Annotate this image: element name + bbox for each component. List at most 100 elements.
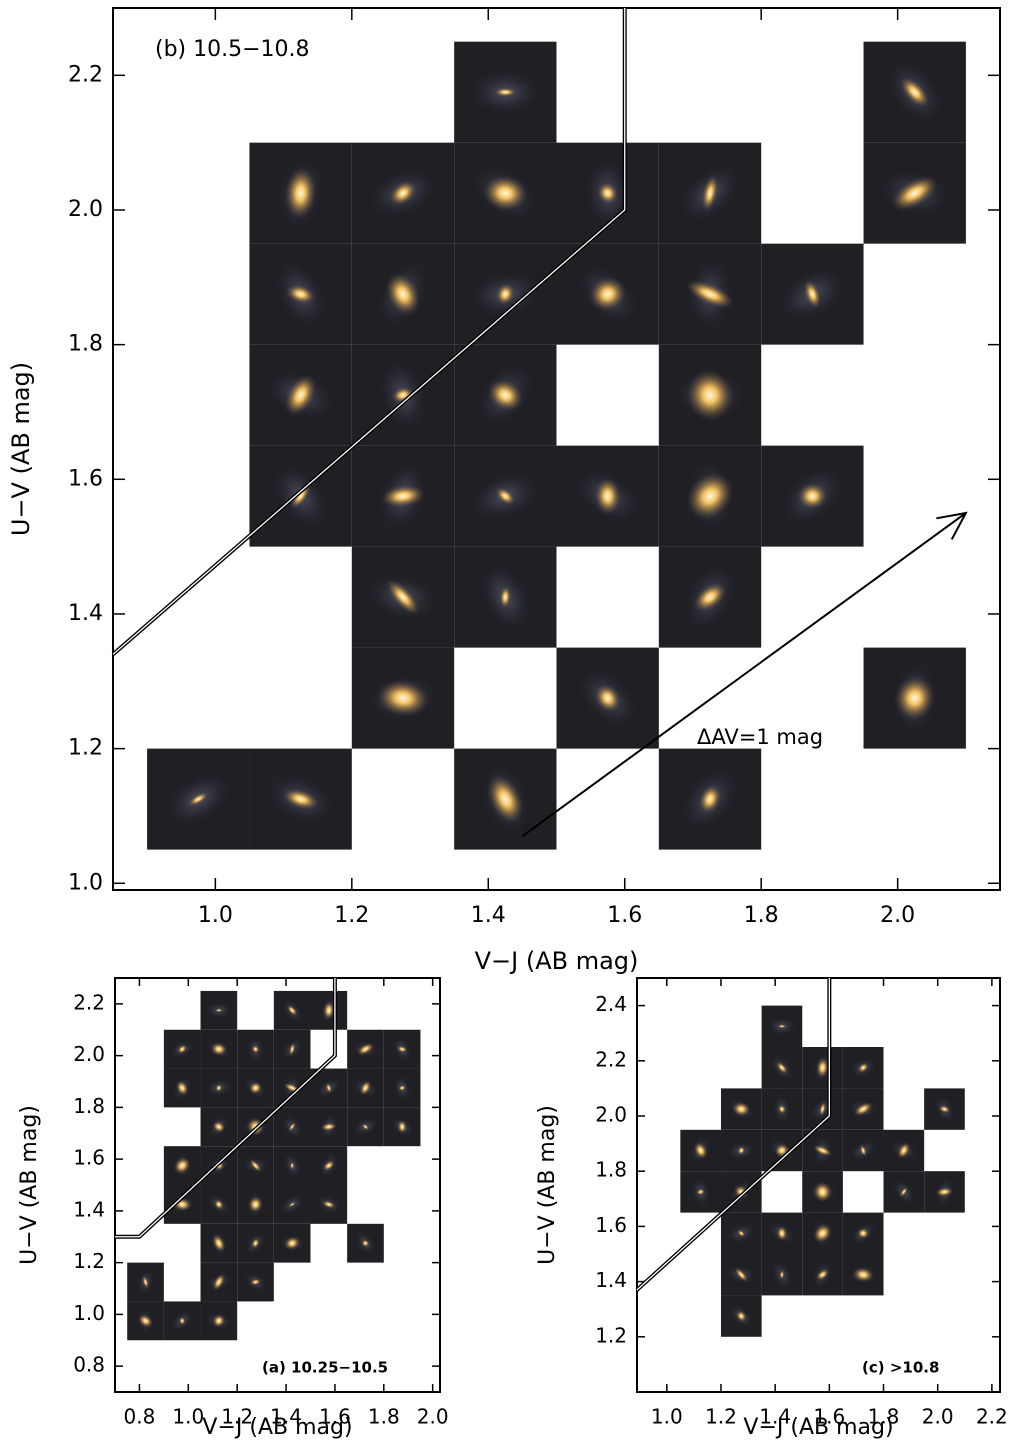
galaxy-tile <box>384 1069 421 1108</box>
y-tick-label: 2.2 <box>68 62 103 87</box>
x-tick-label: 1.4 <box>471 903 506 928</box>
galaxy-tile <box>802 1171 843 1212</box>
galaxy-tile <box>843 1254 884 1295</box>
y-tick-label: 1.4 <box>595 1268 627 1292</box>
galaxy-tile <box>454 345 556 446</box>
x-tick-label: 2.0 <box>880 903 915 928</box>
galaxy-tile <box>201 991 238 1030</box>
galaxy-tile <box>347 1107 384 1146</box>
galaxy-tile <box>164 1069 201 1108</box>
galaxy-tile <box>924 1088 965 1129</box>
galaxy-tile <box>164 1301 201 1340</box>
galaxy-tile <box>127 1263 164 1302</box>
galaxy-tile <box>557 143 659 244</box>
arrow-label: ΔAV=1 mag <box>697 725 823 749</box>
galaxy-tile <box>659 749 761 850</box>
galaxy-tile <box>352 345 454 446</box>
galaxy-tile <box>310 991 347 1030</box>
galaxy-tile <box>347 1030 384 1069</box>
galaxy-tile <box>310 1146 347 1185</box>
y-tick-label: 1.0 <box>68 870 103 895</box>
y-tick-label: 1.8 <box>595 1158 627 1182</box>
galaxy-tile <box>274 1030 311 1069</box>
galaxy-tile <box>454 143 556 244</box>
y-tick-label: 2.0 <box>68 197 103 222</box>
galaxy-tile <box>352 446 454 547</box>
galaxy-tile <box>802 1254 843 1295</box>
galaxy-tile <box>274 1146 311 1185</box>
x-axis-label: V−J (AB mag) <box>743 1415 893 1440</box>
galaxy-tile <box>249 244 351 345</box>
galaxy-tile <box>237 1185 274 1224</box>
x-tick-label: 2.2 <box>976 1405 1008 1429</box>
galaxy-tile <box>310 1107 347 1146</box>
x-tick-label: 1.0 <box>651 1405 683 1429</box>
y-tick-label: 1.6 <box>595 1213 627 1237</box>
x-tick-label: 1.8 <box>744 903 779 928</box>
x-tick-label: 1.0 <box>198 903 233 928</box>
y-tick-label: 1.6 <box>73 1146 105 1170</box>
galaxy-tile <box>762 1213 803 1254</box>
y-axis-label: U−V (AB mag) <box>7 362 35 536</box>
y-tick-label: 1.2 <box>595 1323 627 1347</box>
galaxy-tile <box>659 143 761 244</box>
y-tick-label: 1.0 <box>73 1301 105 1325</box>
galaxy-tile <box>864 42 966 143</box>
panel-annotation: (c) >10.8 <box>862 1359 939 1377</box>
y-tick-label: 1.2 <box>68 736 103 761</box>
galaxy-tile <box>454 42 556 143</box>
y-tick-label: 2.2 <box>73 990 105 1014</box>
galaxy-tile <box>201 1030 238 1069</box>
galaxy-tile <box>274 1069 311 1108</box>
galaxy-tile <box>721 1295 762 1336</box>
galaxy-tile <box>352 547 454 648</box>
y-tick-label: 1.6 <box>68 466 103 491</box>
galaxy-tile <box>721 1213 762 1254</box>
y-tick-label: 1.2 <box>73 1249 105 1273</box>
galaxy-tile <box>147 749 249 850</box>
galaxy-tile <box>237 1224 274 1263</box>
x-tick-label: 1.2 <box>334 903 369 928</box>
galaxy-tile <box>843 1047 884 1088</box>
galaxy-tile <box>164 1185 201 1224</box>
galaxy-tile <box>237 1263 274 1302</box>
galaxy-tile <box>201 1185 238 1224</box>
galaxy-tile <box>249 143 351 244</box>
x-tick-label: 1.6 <box>607 903 642 928</box>
y-tick-label: 2.0 <box>73 1042 105 1066</box>
galaxy-tile <box>843 1213 884 1254</box>
y-tick-label: 1.4 <box>68 601 103 626</box>
galaxy-tile <box>761 446 863 547</box>
galaxy-tile <box>884 1171 925 1212</box>
galaxy-tile <box>249 345 351 446</box>
galaxy-tile <box>843 1130 884 1171</box>
galaxy-tile <box>454 446 556 547</box>
y-axis-label: U−V (AB mag) <box>535 1105 560 1265</box>
galaxy-tile <box>164 1146 201 1185</box>
galaxy-tile <box>557 648 659 749</box>
galaxy-tile <box>384 1107 421 1146</box>
page: 1.0 1.2 1.4 1.6 1.8 2.0 1.0 1.2 1.4 1.6 1.8 2.0 2.2 Δ… <box>0 0 1016 1450</box>
galaxy-tile <box>201 1301 238 1340</box>
x-tick-label: 1.0 <box>172 1405 204 1429</box>
panel-annotation: (b) 10.5−10.8 <box>155 37 310 62</box>
galaxy-tile <box>454 547 556 648</box>
galaxy-tile <box>762 1130 803 1171</box>
galaxy-tile <box>802 1213 843 1254</box>
x-axis-label: V−J (AB mag) <box>475 947 639 975</box>
galaxy-tile <box>762 1047 803 1088</box>
galaxy-tile <box>352 143 454 244</box>
galaxy-tile <box>864 648 966 749</box>
galaxy-tile <box>201 1069 238 1108</box>
galaxy-tile <box>274 1224 311 1263</box>
x-tick-label: 1.2 <box>705 1405 737 1429</box>
galaxy-tile <box>721 1254 762 1295</box>
y-tick-label: 2.2 <box>595 1047 627 1071</box>
galaxy-tile <box>762 1254 803 1295</box>
galaxy-tile <box>164 1030 201 1069</box>
galaxy <box>215 1009 223 1012</box>
x-tick-label: 0.8 <box>124 1405 156 1429</box>
galaxy-tile <box>352 648 454 749</box>
galaxy-tile <box>454 749 556 850</box>
galaxy-tile <box>761 244 863 345</box>
